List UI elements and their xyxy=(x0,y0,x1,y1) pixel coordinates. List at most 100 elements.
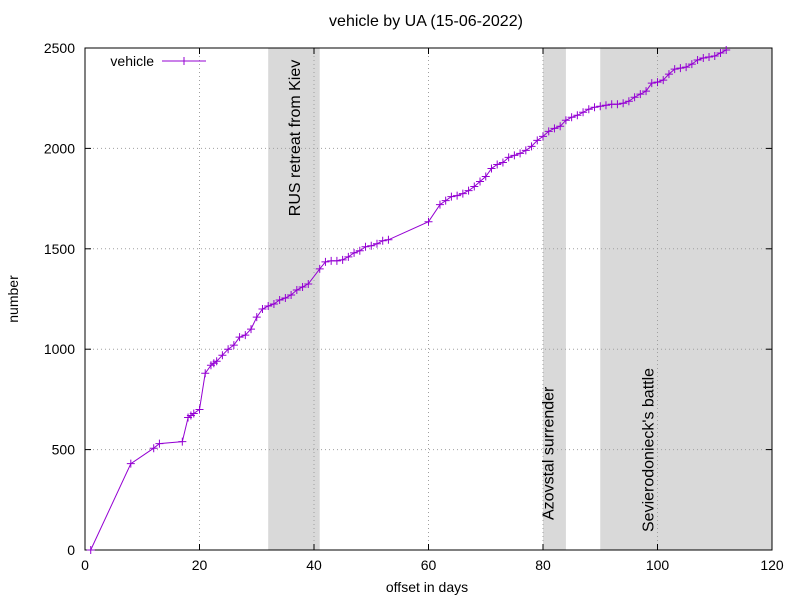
series-line-vehicle xyxy=(90,49,727,551)
x-tick-label: 60 xyxy=(421,557,437,573)
data-point xyxy=(149,444,158,453)
y-tick-label: 1000 xyxy=(44,341,75,357)
data-point xyxy=(510,151,519,160)
band-label-rus-retreat-from-kiev: RUS retreat from Kiev xyxy=(287,60,304,216)
data-point xyxy=(372,239,381,248)
data-point xyxy=(584,105,593,114)
data-point xyxy=(647,79,656,88)
data-point xyxy=(344,252,353,261)
x-tick-label: 20 xyxy=(192,557,208,573)
data-point xyxy=(458,189,467,198)
band-sevierodonieck-s-battle xyxy=(600,48,772,550)
x-tick-label: 120 xyxy=(760,557,784,573)
chart-title: vehicle by UA (15-06-2022) xyxy=(329,13,523,30)
data-point xyxy=(659,76,668,85)
data-point xyxy=(716,49,725,58)
x-axis-label: offset in days xyxy=(386,579,468,595)
data-point xyxy=(498,158,507,167)
data-point xyxy=(287,290,296,299)
data-point xyxy=(355,246,364,255)
data-point xyxy=(86,546,95,554)
data-point xyxy=(710,52,719,61)
band-labels: RUS retreat from Kiev Azovstal surrender S… xyxy=(287,60,657,532)
data-point xyxy=(361,242,370,251)
data-point xyxy=(464,186,473,195)
data-point xyxy=(642,87,651,96)
band-azovstal-surrender xyxy=(543,48,566,550)
data-point xyxy=(561,116,570,125)
data-point xyxy=(229,341,238,350)
data-point xyxy=(544,127,553,136)
data-point xyxy=(579,108,588,117)
data-point xyxy=(384,235,393,244)
data-point xyxy=(332,256,341,265)
y-axis-label: number xyxy=(5,275,21,323)
x-axis-ticks: 0 20 40 60 80 100 120 xyxy=(81,48,784,573)
data-point xyxy=(441,196,450,205)
data-point xyxy=(693,56,702,65)
data-point xyxy=(470,182,479,191)
y-tick-label: 2500 xyxy=(44,40,75,56)
data-point xyxy=(447,192,456,201)
data-point xyxy=(619,99,628,108)
data-point xyxy=(481,172,490,181)
data-point xyxy=(567,113,576,122)
y-tick-label: 500 xyxy=(52,442,76,458)
data-point xyxy=(378,236,387,245)
data-point xyxy=(315,264,324,273)
data-point xyxy=(212,357,221,366)
data-point xyxy=(573,111,582,120)
legend: vehicle xyxy=(110,53,206,69)
data-point xyxy=(281,293,290,302)
data-point xyxy=(304,279,313,288)
data-point xyxy=(670,65,679,74)
gridlines xyxy=(85,48,772,550)
data-point xyxy=(493,160,502,169)
data-point xyxy=(189,409,198,418)
data-point xyxy=(676,64,685,73)
band-label-sevierodonieck-s-battle: Sevierodonieck's battle xyxy=(640,368,657,532)
data-point xyxy=(275,296,284,305)
y-tick-label: 2000 xyxy=(44,140,75,156)
data-point xyxy=(476,177,485,186)
x-tick-label: 100 xyxy=(646,557,670,573)
legend-marker-vehicle xyxy=(180,57,188,65)
data-point xyxy=(298,282,307,291)
data-point xyxy=(235,333,244,342)
data-point xyxy=(596,102,605,111)
data-point xyxy=(269,300,278,309)
shaded-bands xyxy=(268,48,772,550)
data-point xyxy=(487,164,496,173)
y-axis-ticks: 0 500 1000 1500 2000 2500 xyxy=(44,40,772,558)
data-point xyxy=(653,78,662,87)
data-point xyxy=(699,54,708,63)
data-point xyxy=(624,97,633,106)
data-point xyxy=(527,142,536,151)
data-point xyxy=(155,439,164,448)
x-tick-label: 40 xyxy=(306,557,322,573)
data-point xyxy=(664,70,673,79)
x-tick-label: 0 xyxy=(81,557,89,573)
data-point xyxy=(247,325,256,334)
series-vehicle xyxy=(86,46,731,554)
y-tick-label: 1500 xyxy=(44,241,75,257)
data-point xyxy=(630,93,639,102)
data-point xyxy=(338,255,347,264)
band-label-azovstal-surrender: Azovstal surrender xyxy=(540,386,557,520)
data-point xyxy=(550,124,559,133)
data-point xyxy=(521,146,530,155)
data-point xyxy=(321,257,330,266)
data-point xyxy=(682,63,691,72)
band-rus-retreat-from-kiev xyxy=(268,48,320,550)
data-point xyxy=(636,90,645,99)
data-point xyxy=(367,241,376,250)
data-point xyxy=(722,46,731,55)
data-point xyxy=(258,305,267,314)
data-point xyxy=(224,345,233,354)
data-point xyxy=(504,153,513,162)
data-point xyxy=(556,122,565,131)
data-point xyxy=(435,200,444,209)
data-point xyxy=(264,302,273,311)
y-tick-label: 0 xyxy=(67,542,75,558)
data-point xyxy=(218,351,227,360)
